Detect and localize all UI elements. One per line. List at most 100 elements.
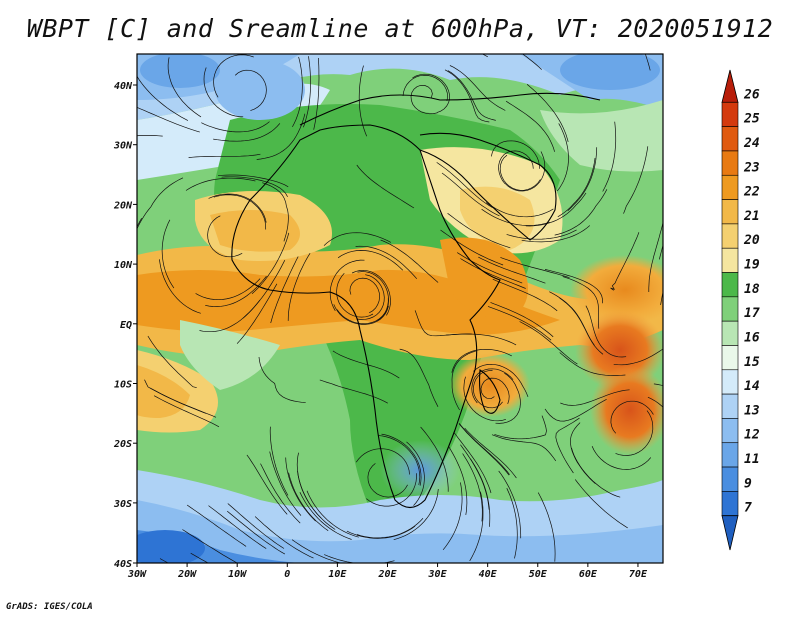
streamline	[473, 370, 503, 409]
streamline	[410, 84, 438, 115]
streamline	[464, 427, 517, 479]
map-title: WBPT [C] and Sreamline at 600hPa, VT: 20…	[26, 14, 774, 43]
streamline	[190, 552, 209, 563]
streamline	[226, 510, 286, 555]
streamline	[269, 451, 302, 516]
streamline	[217, 174, 289, 188]
streamline	[549, 291, 595, 346]
streamline	[447, 70, 496, 121]
streamline	[525, 192, 587, 227]
colorbar-label: 21	[743, 209, 760, 224]
streamline	[137, 177, 184, 230]
streamline	[381, 433, 422, 486]
streamline	[185, 177, 256, 191]
colorbar-label: 12	[744, 428, 760, 443]
streamline	[441, 172, 500, 217]
streamline	[448, 446, 468, 515]
map-frame	[136, 53, 664, 564]
streamline	[567, 147, 598, 211]
streamline	[221, 176, 288, 197]
streamline	[442, 482, 463, 551]
streamline	[402, 74, 448, 101]
streamline	[481, 208, 550, 226]
streamline	[285, 457, 316, 522]
streamline	[519, 321, 578, 365]
streamline	[610, 400, 654, 434]
streamline	[399, 348, 439, 407]
streamline	[356, 164, 415, 209]
streamline	[494, 415, 547, 440]
lon-tick-label: 20E	[377, 569, 397, 580]
colorbar-segment	[721, 515, 739, 551]
streamline	[473, 363, 529, 398]
colorbar-segment	[721, 69, 739, 103]
streamline	[644, 54, 651, 71]
colorbar-label: 17	[744, 306, 760, 321]
streamline	[526, 84, 569, 142]
streamline	[420, 426, 449, 492]
streamline	[647, 396, 663, 408]
colorbar-label: 16	[744, 330, 760, 345]
streamline	[367, 463, 408, 498]
streamline	[544, 398, 607, 422]
streamline	[256, 113, 306, 160]
streamline	[323, 232, 392, 246]
streamline	[414, 310, 472, 337]
streamline	[380, 239, 439, 283]
streamline	[346, 525, 416, 539]
streamline	[324, 554, 395, 563]
colorbar-segment	[721, 369, 739, 395]
streamline	[615, 410, 654, 456]
streamline	[188, 153, 261, 158]
lon-tick-label: 20W	[177, 569, 197, 580]
lat-tick-label: 30N	[113, 141, 133, 152]
streamline	[460, 258, 526, 289]
streamline	[182, 529, 238, 563]
lon-tick-label: 40E	[479, 569, 498, 580]
colorbar-label: 25	[743, 112, 760, 127]
streamline	[591, 446, 652, 470]
streamline	[236, 283, 278, 344]
wbpt-field	[137, 54, 663, 563]
streamline	[262, 182, 289, 242]
lat-tick-label: 40N	[114, 81, 133, 92]
streamline	[208, 193, 267, 223]
streamline	[559, 352, 626, 376]
colorbar-label: 24	[743, 136, 760, 151]
colorbar-segment	[721, 345, 739, 371]
streamline	[623, 146, 649, 214]
colorbar-segment	[721, 223, 739, 249]
streamline	[440, 229, 504, 266]
streamline	[303, 56, 311, 128]
colorbar-segment	[721, 393, 739, 419]
streamline	[556, 123, 569, 192]
streamline	[537, 492, 556, 562]
streamline	[436, 162, 493, 208]
streamline	[292, 56, 303, 128]
streamline	[554, 189, 608, 236]
streamline	[213, 123, 281, 142]
streamline	[560, 389, 630, 406]
lat-tick-label: 20S	[113, 439, 132, 450]
streamline	[336, 297, 389, 325]
streamline	[462, 453, 483, 522]
lat-axis: 40N 30N 20N 10N EQ 10S 20S 30S 40S	[113, 81, 137, 570]
streamline	[506, 488, 518, 559]
streamline	[270, 256, 299, 324]
colorbar-segment	[721, 296, 739, 322]
grads-credit: GrADS: IGES/COLA	[6, 602, 93, 612]
streamline	[449, 65, 506, 111]
streamline	[153, 395, 220, 428]
streamline	[574, 479, 628, 529]
streamline	[491, 434, 557, 462]
colorbar-segment	[721, 272, 739, 298]
streamline	[447, 213, 511, 249]
streamline	[137, 134, 163, 137]
colorbar-label: 23	[743, 160, 760, 175]
streamline	[357, 271, 389, 321]
colorbar-segment	[721, 150, 739, 176]
streamline	[658, 244, 663, 260]
streamline	[458, 423, 510, 475]
streamline	[557, 158, 596, 218]
streamline	[506, 229, 577, 240]
